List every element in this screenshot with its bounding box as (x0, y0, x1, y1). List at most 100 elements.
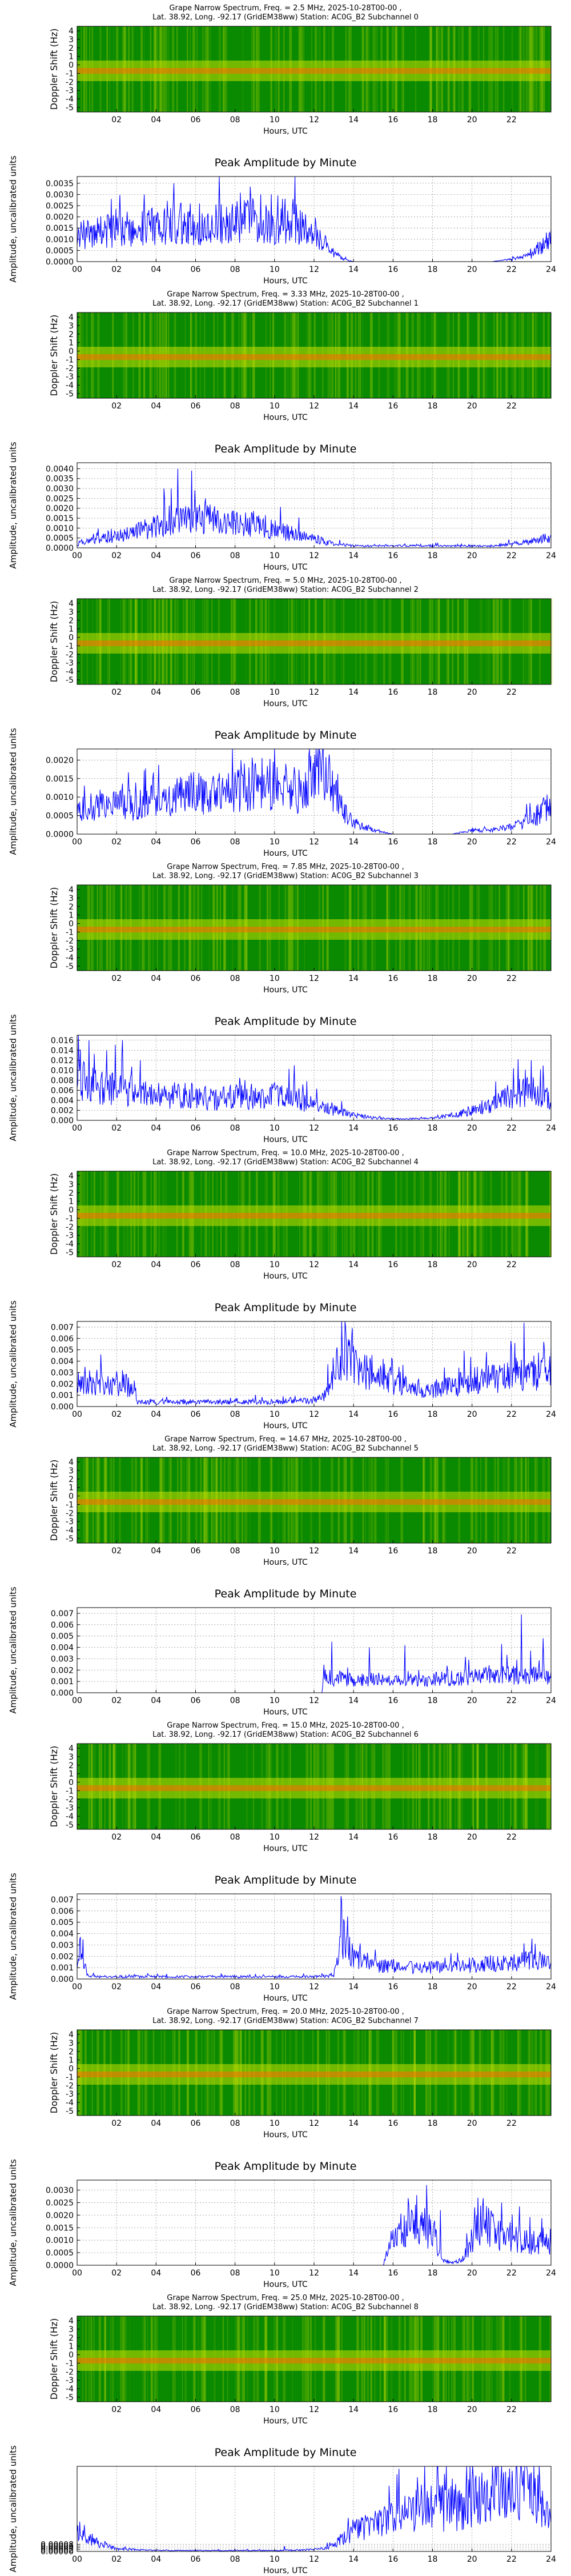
spectrogram-xtick-label: 18 (428, 1260, 438, 1269)
amplitude-xtick-label: 00 (72, 1982, 82, 1992)
amplitude-xtick-label: 02 (111, 551, 122, 560)
amplitude-ytick-label: 0.0015 (46, 224, 74, 233)
spectrogram-title-line1: Grape Narrow Spectrum, Freq. = 10.0 MHz,… (167, 1149, 404, 1157)
spectrogram-xtick-label: 18 (428, 2405, 438, 2414)
amplitude-xtick-label: 18 (428, 1982, 438, 1992)
amplitude-ytick-label: 0.008 (51, 1076, 74, 1085)
spectrogram-xtick-label: 12 (309, 688, 319, 697)
spectrogram-7: Grape Narrow Spectrum, Freq. = 20.0 MHz,… (49, 2008, 552, 2140)
amplitude-chart-3: Peak Amplitude by Minute0.0000.0020.0040… (8, 1014, 556, 1144)
amplitude-xtick-label: 06 (191, 2269, 201, 2278)
spectrogram-xtick-label: 10 (270, 402, 280, 411)
amplitude-ytick-label: 0.0030 (46, 190, 74, 199)
doppler-band-core (77, 2358, 551, 2363)
spectrogram-ytick-label: 0 (69, 920, 74, 929)
amplitude-xtick-label: 02 (111, 1410, 122, 1419)
amplitude-xtick-label: 24 (546, 2269, 556, 2278)
spectrogram-xtick-label: 18 (428, 402, 438, 411)
spectrogram-xlabel: Hours, UTC (263, 1272, 308, 1281)
spectrogram-ytick-label: 0 (69, 61, 74, 70)
amplitude-xtick-label: 00 (72, 2269, 82, 2278)
amplitude-ytick-label: 0.0010 (46, 2236, 74, 2245)
spectrogram-ytick-label: 0 (69, 634, 74, 643)
spectrogram-xtick-label: 20 (467, 1260, 477, 1269)
amplitude-ytick-label: 0.014 (51, 1046, 74, 1055)
amplitude-ytick-label: 0.002 (51, 1380, 74, 1389)
doppler-band-core (77, 640, 551, 646)
amplitude-ytick-label: 0.0040 (46, 464, 74, 474)
spectrogram-xtick-label: 14 (348, 1833, 359, 1842)
amplitude-xtick-label: 24 (546, 1124, 556, 1133)
amplitude-ytick-label: 0.006 (51, 1621, 74, 1630)
amplitude-xtick-label: 22 (506, 2269, 517, 2278)
amplitude-ytick-label: 0.004 (51, 1644, 74, 1653)
spectrogram-title-line1: Grape Narrow Spectrum, Freq. = 20.0 MHz,… (167, 2008, 404, 2016)
spectrogram-xtick-label: 06 (191, 2119, 201, 2128)
amplitude-xtick-label: 14 (348, 1696, 359, 1705)
amplitude-xtick-label: 00 (72, 2555, 82, 2564)
amplitude-ylabel: Amplitude, uncalibrated units (8, 1587, 18, 1714)
amplitude-xtick-label: 14 (348, 2269, 359, 2278)
amplitude-xtick-label: 08 (230, 2269, 240, 2278)
amplitude-xtick-label: 14 (348, 2555, 359, 2564)
amplitude-xtick-label: 14 (348, 1410, 359, 1419)
amplitude-ytick-label: 0.005 (51, 1632, 74, 1641)
spectrogram-xtick-label: 16 (388, 1547, 398, 1556)
amplitude-xtick-label: 10 (270, 1124, 280, 1133)
spectrogram-xtick-label: 02 (111, 1833, 122, 1842)
amplitude-chart-0: Peak Amplitude by Minute0.00000.00050.00… (8, 155, 556, 286)
spectrogram-xtick-label: 12 (309, 115, 319, 125)
amplitude-xtick-label: 02 (111, 265, 122, 274)
amplitude-ytick-label: 0.007 (51, 1609, 74, 1618)
spectrogram-title-line2: Lat. 38.92, Long. -92.17 (GridEM38ww) St… (152, 1444, 419, 1453)
amplitude-xtick-label: 20 (467, 1696, 477, 1705)
spectrogram-ytick-label: 4 (69, 27, 74, 36)
amplitude-ytick-label: 0.003 (51, 1368, 74, 1377)
spectrogram-xtick-label: 16 (388, 2405, 398, 2414)
spectrogram-xtick-label: 14 (348, 974, 359, 983)
amplitude-ytick-label: 0.0020 (46, 756, 74, 765)
spectrogram-xtick-label: 04 (151, 688, 161, 697)
spectrogram-xtick-label: 02 (111, 974, 122, 983)
amplitude-xtick-label: 20 (467, 838, 477, 847)
amplitude-ytick-label: 0.004 (51, 1930, 74, 1939)
spectrogram-xtick-label: 22 (506, 115, 517, 125)
spectrogram-ytick-label: 3 (69, 608, 74, 617)
amplitude-ylabel: Amplitude, uncalibrated units (8, 442, 18, 569)
amplitude-chart-8: Peak Amplitude by Minute 0.000000.000020.… (8, 2445, 556, 2575)
amplitude-xtick-label: 04 (151, 838, 161, 847)
amplitude-xtick-label: 24 (546, 551, 556, 560)
spectrogram-ytick-label: 4 (69, 1172, 74, 1181)
spectrogram-xtick-label: 16 (388, 115, 398, 125)
spectrogram-ytick-label: 2 (69, 2334, 74, 2343)
amplitude-ytick-label: 0.005 (51, 1918, 74, 1928)
spectrogram-ytick-label: -2 (66, 78, 74, 87)
amplitude-xtick-label: 12 (309, 838, 319, 847)
spectrogram-xtick-label: 02 (111, 2119, 122, 2128)
spectrogram-xtick-label: 08 (230, 1547, 240, 1556)
spectrogram-ytick-label: 1 (69, 625, 74, 634)
amplitude-ytick-label: 0.0025 (46, 202, 74, 211)
spectrogram-ytick-label: -3 (66, 1517, 74, 1527)
spectrogram-xtick-label: 10 (270, 688, 280, 697)
amplitude-xtick-label: 14 (348, 265, 359, 274)
amplitude-title: Peak Amplitude by Minute (215, 2446, 357, 2459)
amplitude-xtick-label: 18 (428, 551, 438, 560)
spectrogram-xtick-label: 02 (111, 1547, 122, 1556)
spectrogram-xtick-label: 16 (388, 1833, 398, 1842)
spectrogram-xtick-label: 06 (191, 115, 201, 125)
amplitude-xtick-label: 00 (72, 838, 82, 847)
spectrogram-ytick-label: 0 (69, 2351, 74, 2360)
spectrogram-0: Grape Narrow Spectrum, Freq. = 2.5 MHz, … (49, 4, 552, 136)
spectrogram-ytick-label: 3 (69, 1753, 74, 1762)
spectrogram-ytick-label: -5 (66, 1248, 74, 1257)
spectrogram-xtick-label: 08 (230, 1833, 240, 1842)
amplitude-ytick-label: 0.003 (51, 1654, 74, 1664)
spectrogram-ytick-label: 3 (69, 322, 74, 331)
amplitude-ytick-label: 0.0005 (46, 812, 74, 821)
spectrogram-xtick-label: 16 (388, 688, 398, 697)
amplitude-xtick-label: 10 (270, 1696, 280, 1705)
spectrogram-xtick-label: 12 (309, 402, 319, 411)
spectrogram-xtick-label: 08 (230, 974, 240, 983)
amplitude-ylabel: Amplitude, uncalibrated units (8, 1014, 18, 1141)
